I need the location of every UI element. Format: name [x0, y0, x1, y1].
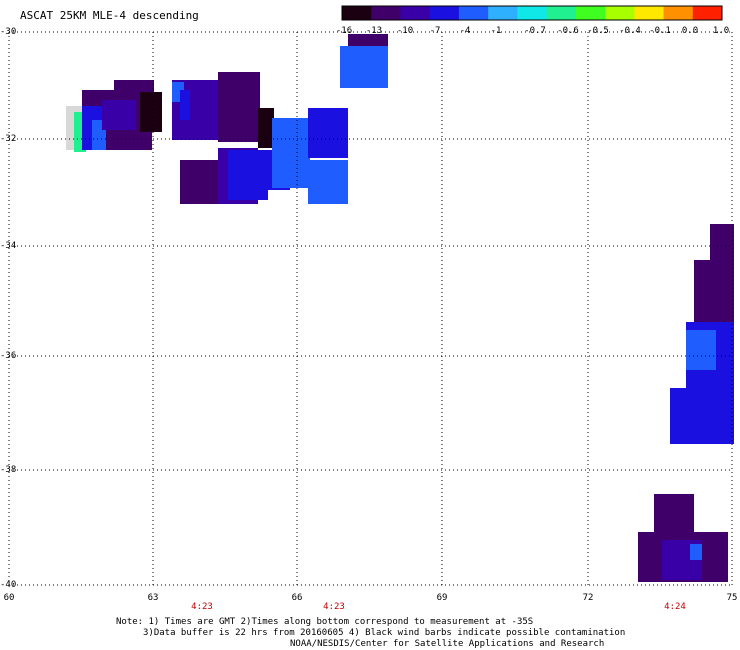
colorbar-swatch [634, 6, 665, 20]
wind-cell [180, 90, 190, 120]
wind-cell [218, 72, 260, 142]
wind-cell [694, 260, 734, 326]
lat-label: -40 [0, 580, 17, 590]
time-label: 4:24 [664, 602, 686, 612]
colorbar-swatch [429, 6, 460, 20]
colorbar-label: -4 [459, 26, 471, 36]
colorbar-label: -1 [490, 26, 502, 36]
lon-label: 66 [291, 593, 303, 603]
colorbar-swatch [488, 6, 518, 20]
lat-label: -34 [0, 241, 17, 251]
colorbar-label: -0.6 [557, 26, 579, 36]
colorbar-label: -10 [396, 26, 414, 36]
time-label: 4:23 [191, 602, 213, 612]
map-title: ASCAT 25KM MLE-4 descending [20, 9, 199, 22]
wind-cell [690, 544, 702, 560]
note-line-2: 3)Data buffer is 22 hrs from 20160605 4)… [143, 628, 626, 638]
lat-label: -36 [0, 351, 17, 361]
wind-cell [308, 108, 348, 158]
colorbar-swatch [371, 6, 401, 20]
colorbar-label: -0.1 [649, 26, 671, 36]
wind-cell [670, 388, 734, 444]
lat-label: -30 [0, 27, 17, 37]
colorbar-label: -13 [365, 26, 383, 36]
wind-cell [272, 118, 310, 188]
colorbar-swatch [575, 6, 606, 20]
lon-label: 69 [436, 593, 448, 603]
lon-label: 63 [147, 593, 159, 603]
lat-label: -32 [0, 134, 17, 144]
wind-cell [308, 160, 348, 204]
lon-label: 60 [3, 593, 15, 603]
colorbar-label: 1.0 [712, 26, 730, 36]
lat-label: -38 [0, 465, 17, 475]
wind-cell [180, 160, 220, 204]
wind-cell [710, 224, 734, 264]
time-label: 4:23 [323, 602, 345, 612]
colorbar-swatch [400, 6, 431, 20]
wind-cell [140, 92, 162, 132]
wind-cell [102, 100, 136, 130]
colorbar-label: -0.7 [524, 26, 546, 36]
wind-cell [686, 330, 716, 370]
colorbar-swatch [546, 6, 577, 20]
colorbar-swatch [458, 6, 489, 20]
colorbar-swatch [663, 6, 694, 20]
colorbar-swatch [517, 6, 548, 20]
colorbar-label: 0.0 [681, 26, 699, 36]
note-line-1: Note: 1) Times are GMT 2)Times along bot… [116, 617, 534, 627]
lon-label: 75 [726, 593, 738, 603]
colorbar-frame [341, 5, 723, 21]
wind-cell [340, 46, 388, 88]
colorbar-label: -0.5 [587, 26, 609, 36]
colorbar-label: -16 [335, 26, 353, 36]
colorbar-swatch [605, 6, 635, 20]
wind-cell [258, 108, 274, 148]
colorbar-swatch [692, 6, 723, 20]
colorbar-swatch [342, 6, 372, 20]
colorbar-label: -7 [429, 26, 441, 36]
colorbar-label: -0.4 [619, 26, 641, 36]
note-line-3: NOAA/NESDIS/Center for Satellite Applica… [290, 639, 605, 649]
lon-label: 72 [582, 593, 594, 603]
